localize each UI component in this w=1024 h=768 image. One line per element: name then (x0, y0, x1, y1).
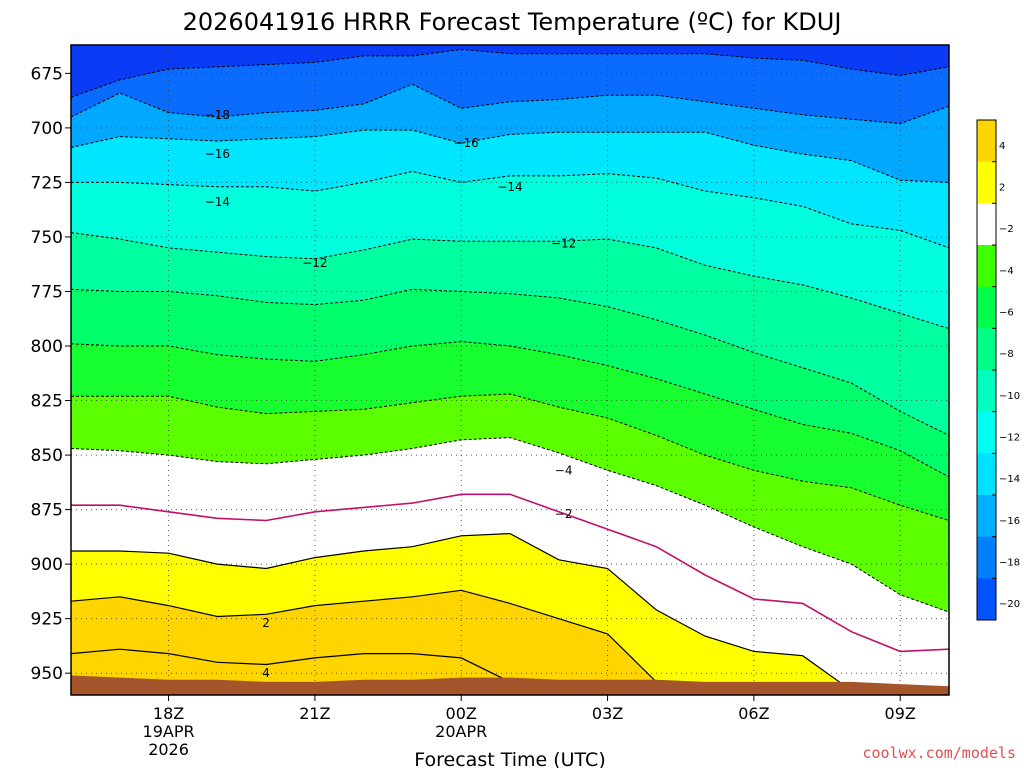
y-tick-label: 675 (31, 64, 63, 84)
colorbar-label: 4 (999, 141, 1005, 152)
contour-label: −2 (555, 507, 573, 521)
y-axis-ticks: 675 700 725 750 775 800 825 850 875 900 925 950 (31, 64, 71, 684)
isotherm-line (71, 493, 949, 653)
isotherm-line (71, 393, 949, 521)
isotherm-line (71, 437, 949, 613)
colorbar-label: −14 (999, 474, 1020, 485)
colorbar-swatch (977, 578, 996, 621)
colorbar-label: −6 (999, 308, 1014, 319)
contour-label: −12 (551, 236, 576, 250)
y-tick-label: 800 (31, 337, 63, 357)
isotherm-line (71, 48, 949, 98)
grid-lines (71, 45, 949, 695)
isotherm-line (71, 83, 949, 125)
colorbar-label: 2 (999, 183, 1005, 194)
colorbar-swatch (977, 286, 996, 329)
plot-frame (70, 44, 950, 696)
isotherm-line (71, 170, 949, 249)
colorbar-swatch (977, 203, 996, 246)
colorbar-label: −10 (999, 391, 1020, 402)
isotherm-line (71, 232, 949, 330)
colorbar-label: −8 (999, 349, 1014, 360)
temperature-bands (71, 45, 949, 695)
contour-label: −4 (555, 463, 573, 477)
colorbar-label: −16 (999, 516, 1020, 527)
y-tick-label: 850 (31, 446, 63, 466)
ground-surface (71, 675, 949, 695)
isotherm-line (71, 341, 949, 478)
contour-labels: −18 −16 −14 −12 −16 −14 −12 −4 −2 2 4 (205, 108, 577, 680)
y-tick-label: 700 (31, 119, 63, 139)
x-tick-label: 21Z (299, 704, 330, 723)
colorbar-swatch (977, 495, 996, 538)
colorbar-swatch (977, 245, 996, 288)
y-tick-label: 875 (31, 501, 63, 521)
colorbar-swatch (977, 411, 996, 454)
colorbar-swatch (977, 120, 996, 163)
x-tick-label: 00Z (446, 704, 477, 723)
x-tick-label: 06Z (738, 704, 769, 723)
isotherm-line (71, 589, 695, 695)
x-tick-year: 2026 (148, 740, 189, 759)
x-tick-label: 09Z (885, 704, 916, 723)
contour-label: −14 (205, 195, 230, 209)
isotherm-line (71, 288, 949, 436)
colorbar-label: −18 (999, 558, 1020, 569)
colorbar-label: −2 (999, 224, 1014, 235)
isotherm-lines (71, 48, 949, 695)
colorbar: 4 2 −2 −4 −6 −8 −10 −12 −14 −16 −18 −20 (976, 119, 1020, 621)
contour-label: −12 (302, 256, 327, 270)
colorbar-label: −12 (999, 433, 1020, 444)
isotherm-line (71, 129, 949, 183)
y-tick-label: 900 (31, 555, 63, 575)
y-tick-label: 925 (31, 610, 63, 630)
contour-label: −16 (205, 147, 230, 161)
x-tick-label: 18Z (153, 704, 184, 723)
colorbar-swatch (977, 370, 996, 413)
credit-text: coolwx.com/models (862, 744, 1016, 762)
contour-label: −18 (205, 108, 230, 122)
x-tick-date: 19APR (143, 722, 195, 741)
x-tick-label: 03Z (592, 704, 623, 723)
colorbar-swatch (977, 453, 996, 496)
y-tick-label: 950 (31, 664, 63, 684)
contour-label: 4 (262, 666, 270, 680)
contour-label: −14 (497, 180, 522, 194)
x-axis-label: Forecast Time (UTC) (414, 749, 605, 768)
surface-fill (71, 675, 949, 695)
x-tick-date: 20APR (435, 722, 487, 741)
colorbar-label: −4 (999, 266, 1014, 277)
colorbar-swatch (977, 536, 996, 579)
contour-label: 2 (262, 616, 270, 630)
isotherm-line (71, 532, 889, 695)
y-tick-label: 750 (31, 228, 63, 248)
y-tick-label: 775 (31, 282, 63, 302)
y-tick-label: 725 (31, 173, 63, 193)
colorbar-swatch (977, 328, 996, 371)
y-tick-label: 825 (31, 392, 63, 412)
colorbar-swatch (977, 161, 996, 204)
contour-label: −16 (453, 136, 478, 150)
chart-title: 2026041916 HRRR Forecast Temperature (ºC… (183, 8, 842, 36)
colorbar-label: −20 (999, 599, 1020, 610)
